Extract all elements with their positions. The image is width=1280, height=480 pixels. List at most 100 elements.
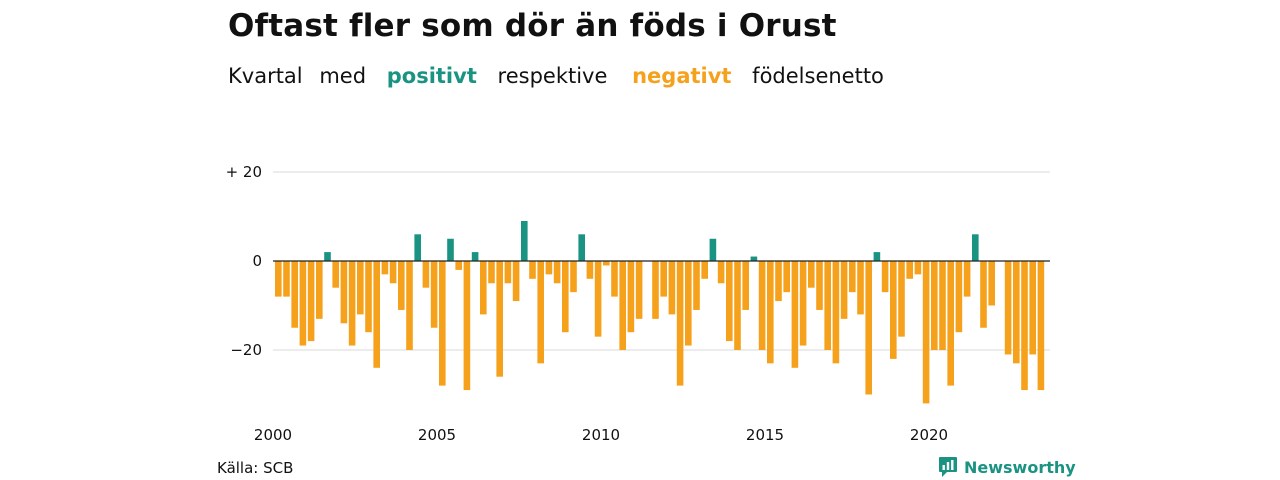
bar-negative: [832, 261, 840, 364]
bar-negative: [586, 261, 594, 279]
bar-negative: [299, 261, 307, 346]
bar-positive: [578, 234, 585, 261]
bar-negative: [652, 261, 659, 319]
bar-negative: [635, 261, 643, 319]
x-tick-label: 2005: [418, 426, 456, 444]
brand-name: Newsworthy: [964, 457, 1076, 477]
bar-negative: [537, 261, 544, 364]
bar-negative: [496, 261, 503, 377]
bar-negative: [668, 261, 676, 315]
bar-negative: [463, 261, 471, 391]
bar-negative: [1029, 261, 1036, 355]
bar-positive: [447, 238, 454, 261]
bar-negative: [439, 261, 446, 386]
bar-negative: [455, 261, 462, 270]
subtitle-part-3: respektive: [497, 64, 608, 88]
bar-negative: [890, 261, 897, 359]
bar-negative: [824, 261, 831, 350]
bar-negative: [1013, 261, 1020, 364]
bar-negative: [603, 261, 610, 266]
x-tick-label: 2015: [746, 426, 784, 444]
bar-positive: [414, 234, 421, 261]
bar-negative: [1004, 261, 1012, 355]
bar-negative: [553, 261, 561, 284]
bar-negative: [348, 261, 356, 346]
bar-negative: [783, 261, 790, 293]
bar-positive: [750, 256, 758, 261]
bar-positive: [471, 252, 479, 261]
bar-negative: [365, 261, 372, 333]
subtitle-part-2: med: [319, 64, 367, 88]
x-tick-label: 2010: [582, 426, 620, 444]
bar-negative: [849, 261, 856, 293]
bar-negative: [389, 261, 397, 284]
grid-layer: [273, 171, 1050, 351]
bar-negative: [398, 261, 405, 310]
bar-negative: [1021, 261, 1028, 391]
bar-negative: [488, 261, 495, 284]
bar-negative: [914, 261, 922, 275]
subtitle-part-1: Kvartal: [228, 64, 303, 88]
bar-negative: [734, 261, 741, 350]
bar-negative: [955, 261, 963, 333]
bar-negative: [939, 261, 946, 350]
bar-negative: [406, 261, 413, 350]
bar-positive: [521, 220, 528, 261]
bar-negative: [693, 261, 700, 310]
bar-negative: [963, 261, 971, 297]
bar-negative: [340, 261, 348, 324]
bar-negative: [529, 261, 536, 279]
bar-negative: [988, 261, 995, 306]
bar-negative: [717, 261, 725, 284]
y-tick-label: −20: [230, 341, 262, 359]
bar-negative: [758, 261, 766, 350]
source-label: Källa: SCB: [217, 459, 294, 477]
bar-negative: [332, 261, 339, 288]
bar-negative: [726, 261, 733, 342]
subtitle-negative-word: negativt: [632, 64, 732, 88]
bar-negative: [980, 261, 987, 328]
bar-negative: [857, 261, 864, 315]
bar-negative: [422, 261, 430, 288]
bar-negative: [799, 261, 807, 346]
bar-positive: [873, 252, 881, 261]
y-tick-label: 0: [252, 252, 262, 270]
bar-negative: [480, 261, 487, 315]
bar-negative: [1037, 261, 1045, 391]
bar-negative: [881, 261, 889, 293]
bar-negative: [865, 261, 872, 395]
chart-subtitle: Kvartal med positivt respektive negativt…: [228, 64, 894, 88]
bar-negative: [791, 261, 799, 368]
bar-negative: [316, 261, 323, 319]
chart-title: Oftast fler som dör än föds i Orust: [228, 8, 837, 44]
bar-negative: [816, 261, 823, 310]
bar-negative: [570, 261, 577, 293]
bar-negative: [660, 261, 667, 297]
bar-negative: [545, 261, 553, 275]
bar-negative: [430, 261, 438, 328]
bar-negative: [283, 261, 290, 297]
bar-negative: [685, 261, 692, 346]
bar-layer: [275, 220, 1045, 404]
bar-negative: [947, 261, 954, 386]
x-tick-label: 2000: [254, 426, 292, 444]
bar-negative: [676, 261, 684, 386]
bar-negative: [611, 261, 618, 297]
bar-negative: [381, 261, 389, 275]
subtitle-part-4: födelsenetto: [752, 64, 884, 88]
x-tick-label: 2020: [910, 426, 948, 444]
bar-negative: [291, 261, 298, 328]
bar-negative: [594, 261, 602, 337]
bar-negative: [701, 261, 708, 279]
bar-negative: [307, 261, 315, 342]
bar-negative: [562, 261, 569, 333]
bar-negative: [775, 261, 782, 302]
brand-logo[interactable]: Newsworthy: [938, 456, 1076, 478]
y-tick-label: + 20: [226, 163, 262, 181]
bar-positive: [324, 252, 331, 261]
bar-negative: [906, 261, 913, 279]
bar-negative: [922, 261, 930, 404]
bar-negative: [742, 261, 749, 310]
bar-negative: [808, 261, 815, 288]
